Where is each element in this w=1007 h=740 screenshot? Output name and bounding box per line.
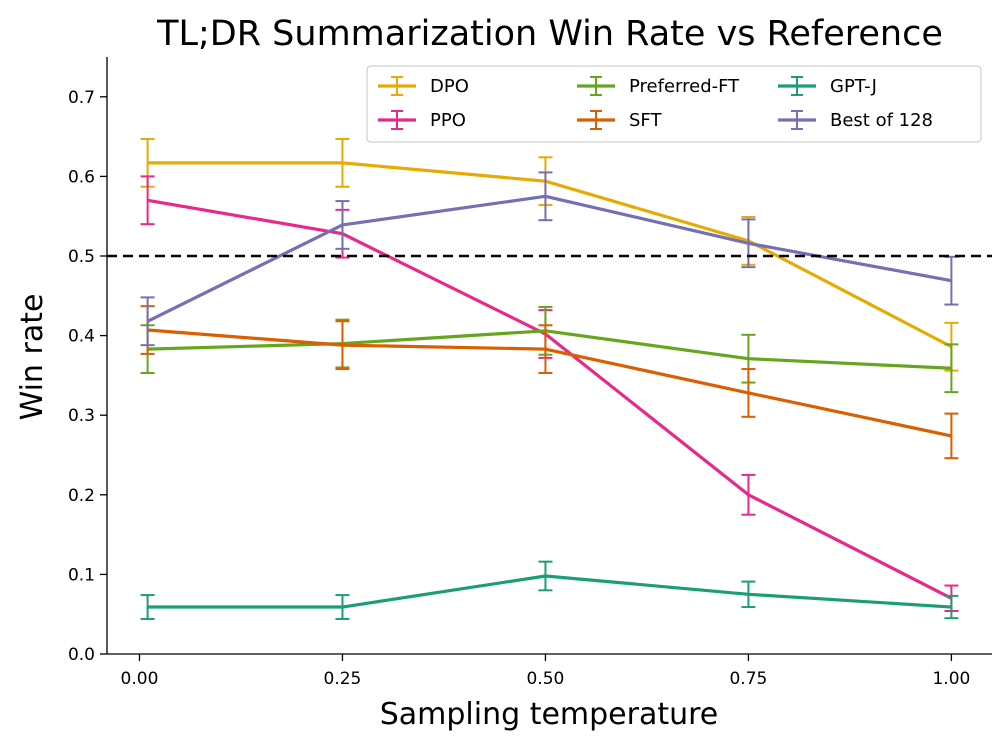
y-tick-label: 0.5 — [68, 247, 95, 267]
error-bar-sft — [741, 368, 756, 418]
legend-label-preferred-ft: Preferred-FT — [629, 76, 740, 97]
series-line-gpt-j — [147, 574, 952, 609]
legend-label-dpo: DPO — [430, 76, 469, 97]
y-tick-label: 0.2 — [68, 486, 95, 506]
y-axis-label: Win rate — [15, 294, 50, 421]
x-tick-label: 1.00 — [932, 669, 970, 689]
error-bar-gpt-j — [944, 594, 959, 620]
error-bar-dpo — [335, 137, 350, 188]
series-sft — [140, 305, 959, 460]
error-bar-gpt-j — [538, 560, 553, 592]
legend: DPO PPO Preferred-FT SFT GPT-J Best of 128 — [366, 65, 982, 143]
y-tick-label: 0.0 — [68, 645, 95, 665]
error-bar-sft — [335, 320, 350, 371]
error-bar-sft — [944, 412, 959, 460]
legend-label-best-of-128: Best of 128 — [830, 110, 933, 131]
series-layer — [140, 137, 959, 620]
error-bar-gpt-j — [140, 594, 155, 620]
legend-item-best-of-128: Best of 128 — [778, 110, 933, 131]
series-gpt-j — [140, 560, 959, 620]
series-line-best-of-128 — [146, 194, 952, 323]
error-bar-best-of-128 — [140, 296, 155, 347]
error-bar-best-of-128 — [741, 218, 756, 269]
legend-label-sft: SFT — [629, 110, 662, 131]
error-bar-preferred-ft — [944, 343, 959, 394]
y-tick-label: 0.7 — [68, 88, 95, 108]
legend-item-ppo: PPO — [378, 110, 466, 131]
x-axis-label: Sampling temperature — [380, 697, 719, 732]
x-ticks: 0.00 0.25 0.50 0.75 1.00 — [121, 654, 970, 689]
series-ppo — [140, 175, 959, 613]
error-bar-gpt-j — [335, 594, 350, 620]
legend-item-preferred-ft: Preferred-FT — [577, 76, 740, 97]
legend-item-dpo: DPO — [378, 76, 469, 97]
error-bar-sft — [538, 324, 553, 375]
error-bar-best-of-128 — [335, 200, 350, 250]
x-tick-label: 0.00 — [121, 669, 159, 689]
y-tick-label: 0.6 — [68, 167, 95, 187]
legend-item-sft: SFT — [577, 110, 662, 131]
legend-label-gpt-j: GPT-J — [830, 76, 877, 97]
x-tick-label: 0.50 — [527, 669, 565, 689]
y-tick-label: 0.3 — [68, 406, 95, 426]
chart-title: TL;DR Summarization Win Rate vs Referenc… — [156, 14, 943, 54]
error-bar-gpt-j — [741, 580, 756, 609]
series-best-of-128 — [140, 171, 959, 347]
x-tick-label: 0.25 — [324, 669, 362, 689]
error-bar-ppo — [741, 473, 756, 516]
error-bar-ppo — [140, 175, 155, 226]
y-tick-label: 0.4 — [68, 327, 95, 347]
x-tick-label: 0.75 — [729, 669, 767, 689]
legend-label-ppo: PPO — [430, 110, 466, 131]
y-tick-label: 0.1 — [68, 565, 95, 585]
error-bar-best-of-128 — [538, 171, 553, 222]
legend-box — [366, 65, 982, 143]
y-ticks: 0.0 0.1 0.2 0.3 0.4 0.5 0.6 0.7 — [68, 88, 107, 665]
legend-item-gpt-j: GPT-J — [778, 76, 877, 97]
